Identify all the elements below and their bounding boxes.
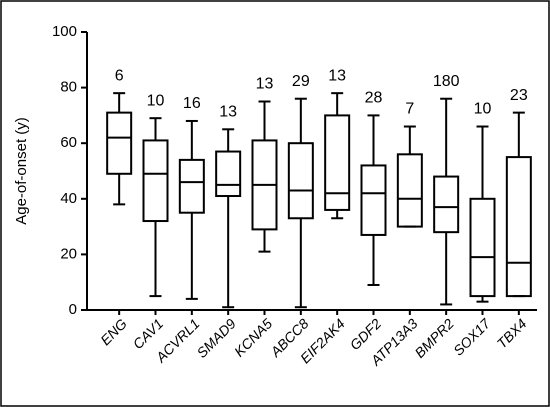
y-axis-label: Age-of-onset (y) <box>13 117 30 225</box>
count-label: 28 <box>365 90 383 107</box>
count-label: 7 <box>405 101 414 118</box>
box <box>287 142 314 220</box>
count-label: 16 <box>183 95 201 112</box>
box <box>215 150 242 198</box>
box <box>178 158 205 214</box>
count-label: 180 <box>433 73 460 90</box>
y-tick-label: 40 <box>60 190 77 207</box>
y-tick-label: 60 <box>60 134 77 151</box>
box <box>505 156 532 298</box>
count-label: 29 <box>292 73 310 90</box>
count-label: 6 <box>115 67 124 84</box>
box <box>396 153 423 228</box>
y-tick-label: 80 <box>60 79 77 96</box>
count-label: 10 <box>474 101 492 118</box>
y-tick-label: 100 <box>52 23 77 40</box>
box <box>106 111 133 175</box>
y-tick-label: 0 <box>69 301 77 318</box>
count-label: 13 <box>256 76 274 93</box>
box <box>360 164 387 236</box>
box <box>469 197 496 298</box>
box <box>142 139 169 223</box>
box <box>324 114 351 211</box>
box <box>433 175 460 234</box>
y-tick-label: 20 <box>60 245 77 262</box>
count-label: 13 <box>328 67 346 84</box>
count-label: 13 <box>219 104 237 121</box>
count-label: 10 <box>147 92 165 109</box>
count-label: 23 <box>510 87 528 104</box>
